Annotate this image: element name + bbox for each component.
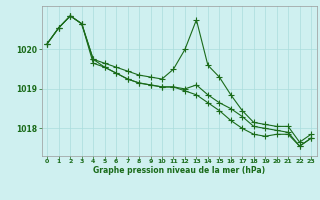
X-axis label: Graphe pression niveau de la mer (hPa): Graphe pression niveau de la mer (hPa) bbox=[93, 166, 265, 175]
